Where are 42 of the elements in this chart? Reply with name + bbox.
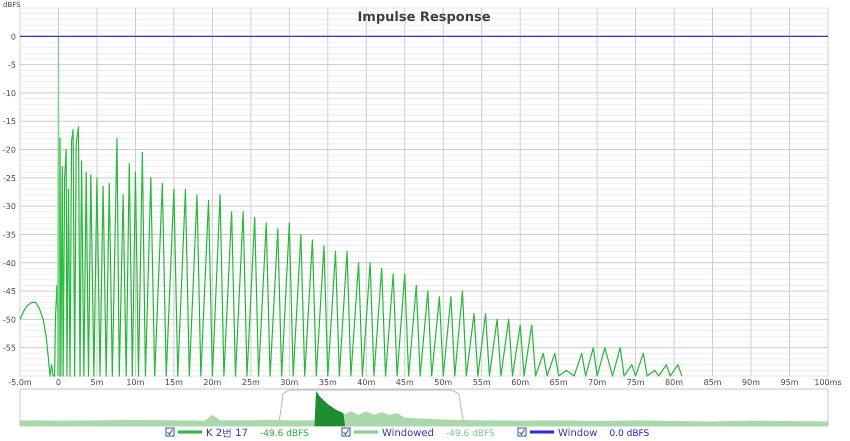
y-tick-label: -25 bbox=[2, 174, 16, 183]
x-tick-label: 60m bbox=[511, 378, 530, 387]
x-tick-label: 35m bbox=[318, 378, 337, 387]
text: 0.0 dBFS bbox=[609, 429, 650, 439]
x-tick-label: 45m bbox=[396, 378, 414, 387]
x-tick-label: 75m bbox=[626, 378, 645, 387]
y-tick-label: -15 bbox=[2, 117, 16, 126]
y-tick-label: -50 bbox=[2, 315, 16, 324]
x-tick-label: -5.0m bbox=[8, 378, 32, 387]
x-tick-label: 10m bbox=[126, 378, 145, 387]
y-tick-label: -40 bbox=[2, 258, 16, 268]
y-tick-label: -5 bbox=[8, 60, 16, 70]
x-tick-label: 25m bbox=[242, 378, 260, 387]
y-tick-label: -35 bbox=[2, 230, 16, 240]
text: -49.6 dBFS bbox=[446, 429, 495, 439]
x-tick-label: 80m bbox=[665, 378, 684, 387]
legend-label: Window bbox=[558, 428, 598, 439]
x-tick-label: 20m bbox=[203, 378, 222, 387]
x-tick-label: 85m bbox=[704, 378, 722, 387]
legend-label: Windowed bbox=[382, 428, 434, 439]
x-tick-label: 40m bbox=[357, 378, 376, 387]
x-tick-label: 95m bbox=[780, 378, 799, 387]
x-tick-label: 30m bbox=[280, 378, 299, 387]
x-tick-label: 65m bbox=[550, 378, 568, 387]
x-tick-label: 100ms bbox=[814, 378, 842, 387]
line-series bbox=[19, 126, 682, 377]
y-tick-label: -30 bbox=[2, 202, 16, 212]
x-tick-label: 50m bbox=[434, 378, 452, 387]
y-tick-label: -45 bbox=[2, 287, 16, 296]
legend-label: K 2번 17 bbox=[206, 428, 248, 439]
y-tick-label: -10 bbox=[2, 88, 16, 98]
y-tick-label: -20 bbox=[2, 146, 16, 155]
x-tick-label: 55m bbox=[472, 378, 491, 387]
y-tick-label: 0 bbox=[10, 32, 16, 42]
x-tick-label: 90m bbox=[742, 378, 760, 387]
x-tick-label: 0 bbox=[56, 378, 62, 387]
chart-title: Impulse Response bbox=[357, 10, 491, 25]
x-tick-label: 70m bbox=[588, 378, 606, 387]
x-tick-label: 5m bbox=[90, 378, 104, 387]
y-tick-label: -55 bbox=[2, 344, 16, 353]
x-tick-label: 15m bbox=[164, 378, 184, 387]
text: -49.6 dBFS bbox=[260, 429, 310, 439]
